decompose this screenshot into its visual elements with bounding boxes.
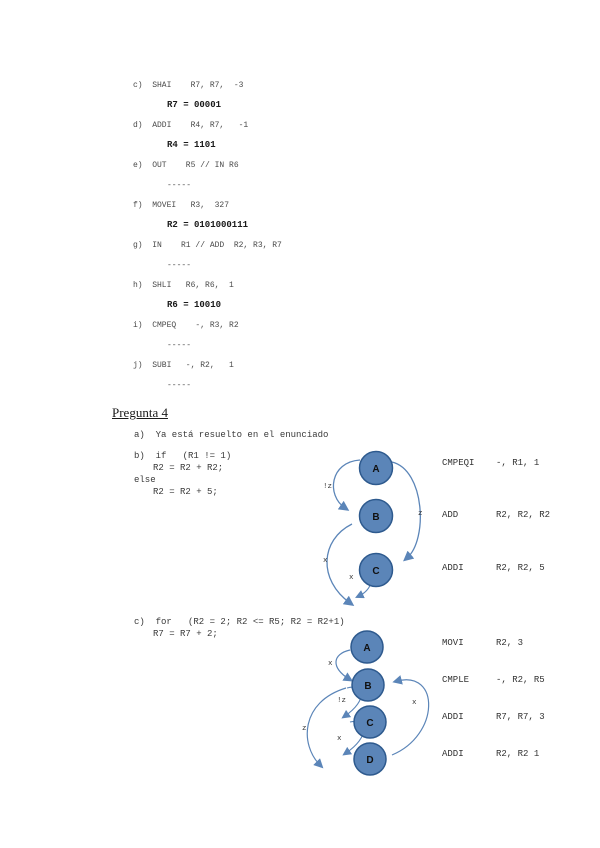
svg-text:z: z [418,510,423,518]
svg-text:CMPEQI -, R1, 1: CMPEQI -, R1, 1 [442,458,539,468]
svg-text:!z: !z [337,697,346,705]
svg-text:D: D [366,755,373,766]
svg-text:z: z [302,725,307,733]
svg-text:x: x [323,557,328,565]
svg-text:ADD R2, R2, R2: ADD R2, R2, R2 [442,510,550,520]
svg-text:ADDI R2, R2 1: ADDI R2, R2 1 [442,749,539,759]
svg-text:x: x [337,735,342,743]
svg-text:A: A [363,643,370,654]
svg-text:!z: !z [323,483,332,491]
svg-text:A: A [372,464,379,475]
svg-text:MOVI R2, 3: MOVI R2, 3 [442,638,523,648]
svg-text:C: C [372,566,379,577]
svg-text:x: x [328,660,333,668]
svg-text:ADDI R2, R2, 5: ADDI R2, R2, 5 [442,563,545,573]
svg-text:x: x [412,699,417,707]
svg-text:C: C [366,718,373,729]
svg-text:x: x [349,574,354,582]
svg-text:CMPLE -, R2, R5: CMPLE -, R2, R5 [442,675,545,685]
svg-text:B: B [372,512,379,523]
svg-text:B: B [364,681,371,692]
svg-text:ADDI R7, R7, 3: ADDI R7, R7, 3 [442,712,545,722]
